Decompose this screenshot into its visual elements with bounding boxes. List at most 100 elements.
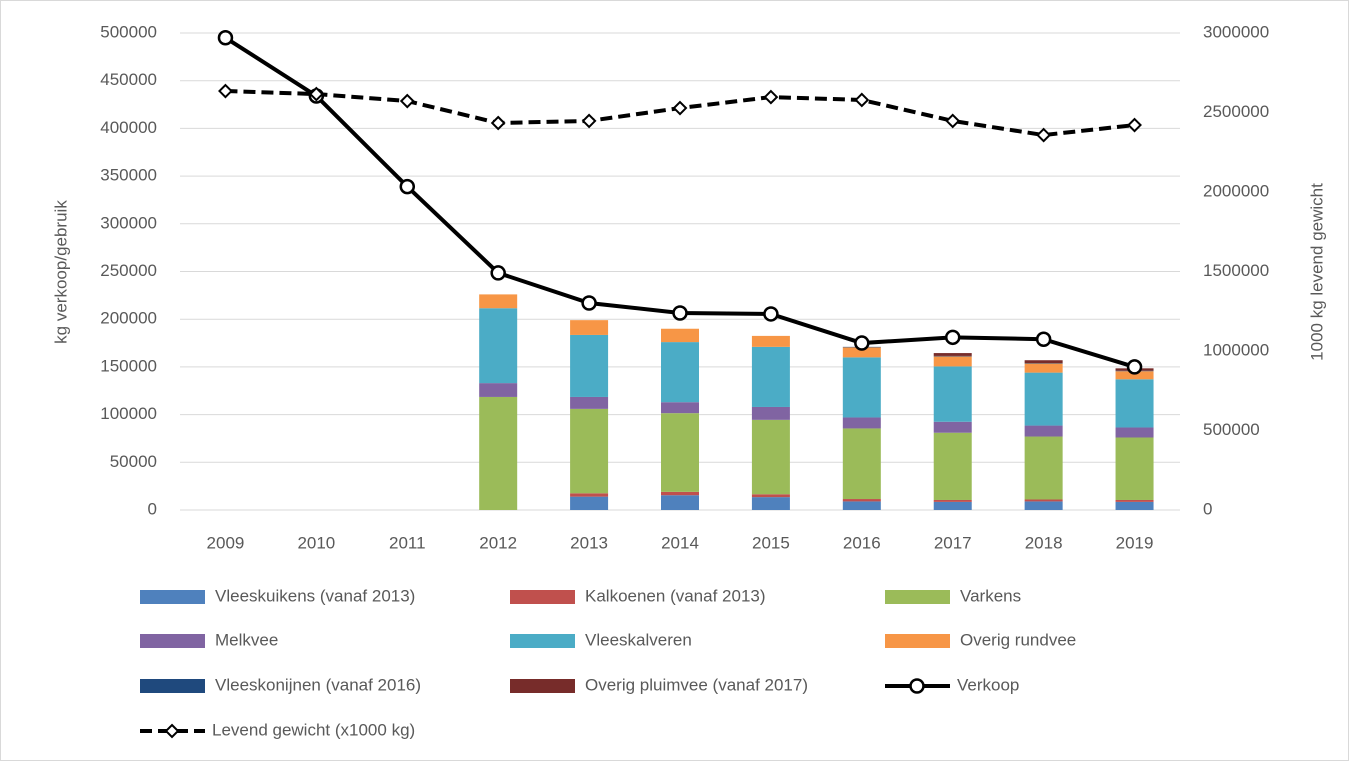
legend-label: Melkvee: [215, 630, 278, 649]
bar: [1116, 502, 1154, 510]
legend-swatch: [510, 679, 575, 693]
bar: [934, 353, 972, 356]
bar: [661, 413, 699, 492]
legend-label: Vleeskalveren: [585, 630, 692, 649]
bar: [479, 383, 517, 397]
y-tick-label: 300000: [100, 213, 157, 232]
x-tick-label: 2009: [207, 533, 245, 552]
legend-swatch: [140, 590, 205, 604]
legend-swatch: [140, 634, 205, 648]
legend-swatch: [510, 590, 575, 604]
marker: [492, 266, 505, 279]
bar: [570, 493, 608, 496]
y-tick-label: 250000: [100, 261, 157, 280]
y-tick-label: 200000: [100, 309, 157, 328]
legend-label: Varkens: [960, 586, 1021, 605]
y-tick-label: 400000: [100, 118, 157, 137]
marker: [1037, 333, 1050, 346]
y-tick-label: 450000: [100, 70, 157, 89]
legend-swatch: [885, 590, 950, 604]
bar: [752, 420, 790, 494]
y-tick-label: 350000: [100, 166, 157, 185]
y-tick-label: 100000: [100, 404, 157, 423]
bar: [934, 502, 972, 510]
x-tick-label: 2015: [752, 533, 790, 552]
bar: [843, 499, 881, 501]
bar: [1025, 360, 1063, 363]
bar: [570, 497, 608, 510]
bar: [752, 407, 790, 420]
bar: [479, 294, 517, 308]
marker: [219, 31, 232, 44]
bar: [934, 356, 972, 366]
x-tick-label: 2017: [934, 533, 972, 552]
bar: [843, 428, 881, 499]
marker: [583, 296, 596, 309]
legend-label: Overig pluimvee (vanaf 2017): [585, 675, 808, 694]
y-tick-label: 50000: [110, 452, 157, 471]
x-tick-label: 2011: [389, 533, 426, 552]
bar: [479, 308, 517, 383]
y2-tick-label: 500000: [1203, 420, 1260, 439]
y2-tick-label: 1500000: [1203, 261, 1269, 280]
bar: [570, 335, 608, 397]
y2-axis-title: 1000 kg levend gewicht: [1307, 183, 1326, 361]
y2-tick-label: 0: [1203, 499, 1212, 518]
bar: [1025, 437, 1063, 500]
marker: [764, 307, 777, 320]
marker: [1128, 360, 1141, 373]
y2-tick-label: 3000000: [1203, 22, 1269, 41]
x-tick-label: 2016: [843, 533, 881, 552]
x-tick-label: 2012: [479, 533, 517, 552]
bar: [570, 409, 608, 493]
legend-marker: [911, 680, 924, 693]
bar: [752, 497, 790, 510]
marker: [674, 306, 687, 319]
bar: [843, 357, 881, 417]
bar: [661, 329, 699, 342]
y2-tick-label: 2000000: [1203, 181, 1269, 200]
y2-tick-label: 2500000: [1203, 102, 1269, 121]
legend-label: Levend gewicht (x1000 kg): [212, 720, 415, 739]
y2-tick-label: 1000000: [1203, 340, 1269, 359]
marker: [401, 180, 414, 193]
legend-swatch: [885, 634, 950, 648]
legend-label: Overig rundvee: [960, 630, 1076, 649]
y-axis-title: kg verkoop/gebruik: [51, 200, 70, 344]
legend-swatch: [510, 634, 575, 648]
x-tick-label: 2013: [570, 533, 608, 552]
x-tick-label: 2019: [1116, 533, 1154, 552]
legend-label: Verkoop: [957, 675, 1019, 694]
bar: [752, 336, 790, 347]
bar: [934, 366, 972, 421]
bar: [843, 417, 881, 428]
bar: [570, 320, 608, 335]
bar: [1116, 427, 1154, 437]
bar: [934, 422, 972, 433]
bar: [843, 501, 881, 510]
bar: [752, 494, 790, 497]
x-tick-label: 2014: [661, 533, 699, 552]
y-tick-label: 0: [148, 499, 157, 518]
bar: [934, 433, 972, 500]
bar: [661, 402, 699, 413]
bar: [479, 397, 517, 510]
bar: [1025, 500, 1063, 502]
x-tick-label: 2018: [1025, 533, 1063, 552]
bar: [661, 495, 699, 510]
bar: [570, 397, 608, 409]
legend-label: Vleeskuikens (vanaf 2013): [215, 586, 415, 605]
bar: [1116, 500, 1154, 502]
bar: [1116, 379, 1154, 427]
bar: [1025, 426, 1063, 437]
bar: [1025, 364, 1063, 373]
x-tick-label: 2010: [297, 533, 335, 552]
y-tick-label: 150000: [100, 356, 157, 375]
bar: [661, 342, 699, 402]
bar: [1025, 373, 1063, 426]
bar: [1025, 501, 1063, 510]
bar: [752, 347, 790, 407]
bar: [934, 500, 972, 502]
legend-label: Kalkoenen (vanaf 2013): [585, 586, 766, 605]
